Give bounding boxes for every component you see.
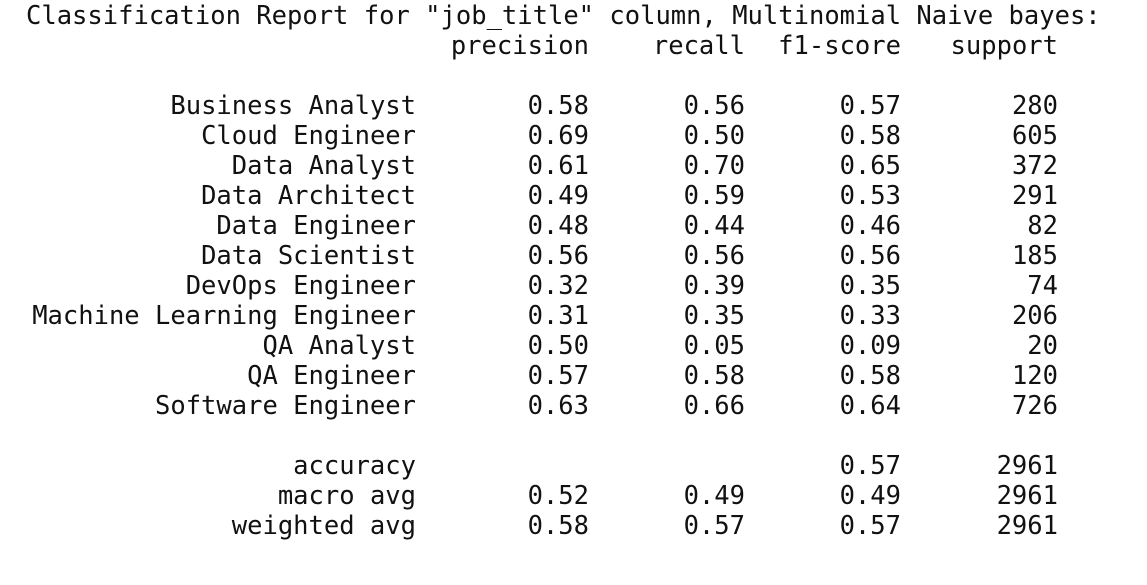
row-label: Data Architect — [201, 181, 416, 211]
row-precision: 0.57 — [527, 361, 589, 391]
row-label: QA Engineer — [247, 361, 416, 391]
row-precision: 0.69 — [527, 121, 589, 151]
row-support: 605 — [1011, 121, 1058, 151]
row-recall: 0.57 — [683, 511, 745, 541]
row-f1-score: 0.09 — [839, 331, 901, 361]
header-f1-score: f1-score — [778, 31, 901, 61]
row-label: Software Engineer — [155, 391, 416, 421]
row-recall: 0.66 — [683, 391, 745, 421]
row-support: 20 — [1027, 331, 1058, 361]
row-precision: 0.58 — [527, 511, 589, 541]
row-label: Data Scientist — [201, 241, 416, 271]
row-label: DevOps Engineer — [185, 271, 416, 301]
header-recall: recall — [652, 31, 745, 61]
header-precision: precision — [450, 31, 589, 61]
row-recall: 0.35 — [683, 301, 745, 331]
row-recall: 0.44 — [683, 211, 745, 241]
row-support: 82 — [1027, 211, 1058, 241]
row-f1-score: 0.58 — [839, 121, 901, 151]
row-recall: 0.58 — [683, 361, 745, 391]
row-label: Cloud Engineer — [201, 121, 416, 151]
row-support: 185 — [1011, 241, 1058, 271]
row-precision: 0.56 — [527, 241, 589, 271]
row-label: Data Analyst — [231, 151, 416, 181]
row-f1-score: 0.56 — [839, 241, 901, 271]
row-f1-score: 0.57 — [839, 451, 901, 481]
row-precision: 0.31 — [527, 301, 589, 331]
row-precision: 0.63 — [527, 391, 589, 421]
row-recall: 0.70 — [683, 151, 745, 181]
row-f1-score: 0.65 — [839, 151, 901, 181]
row-f1-score: 0.49 — [839, 481, 901, 511]
row-label: Business Analyst — [170, 91, 416, 121]
row-precision: 0.48 — [527, 211, 589, 241]
row-precision: 0.32 — [527, 271, 589, 301]
row-precision: 0.50 — [527, 331, 589, 361]
row-label: Machine Learning Engineer — [32, 301, 416, 331]
row-support: 291 — [1011, 181, 1058, 211]
row-precision: 0.49 — [527, 181, 589, 211]
row-label: accuracy — [293, 451, 416, 481]
row-precision: 0.61 — [527, 151, 589, 181]
row-recall: 0.56 — [683, 241, 745, 271]
row-f1-score: 0.57 — [839, 91, 901, 121]
report-title: Classification Report for "job_title" co… — [26, 1, 1101, 31]
row-f1-score: 0.64 — [839, 391, 901, 421]
row-label: QA Analyst — [262, 331, 416, 361]
row-support: 2961 — [996, 511, 1058, 541]
row-support: 372 — [1011, 151, 1058, 181]
row-recall: 0.56 — [683, 91, 745, 121]
row-recall: 0.39 — [683, 271, 745, 301]
row-support: 2961 — [996, 481, 1058, 511]
row-f1-score: 0.53 — [839, 181, 901, 211]
row-label: macro avg — [277, 481, 416, 511]
header-support: support — [950, 31, 1058, 61]
row-support: 206 — [1011, 301, 1058, 331]
row-f1-score: 0.57 — [839, 511, 901, 541]
row-support: 726 — [1011, 391, 1058, 421]
row-precision: 0.52 — [527, 481, 589, 511]
row-label: Data Engineer — [216, 211, 416, 241]
row-f1-score: 0.35 — [839, 271, 901, 301]
row-recall: 0.50 — [683, 121, 745, 151]
row-f1-score: 0.58 — [839, 361, 901, 391]
row-support: 2961 — [996, 451, 1058, 481]
row-recall: 0.05 — [683, 331, 745, 361]
row-recall: 0.59 — [683, 181, 745, 211]
row-precision: 0.58 — [527, 91, 589, 121]
row-support: 74 — [1027, 271, 1058, 301]
row-label: weighted avg — [231, 511, 416, 541]
row-recall: 0.49 — [683, 481, 745, 511]
row-support: 280 — [1011, 91, 1058, 121]
row-f1-score: 0.46 — [839, 211, 901, 241]
row-f1-score: 0.33 — [839, 301, 901, 331]
row-support: 120 — [1011, 361, 1058, 391]
